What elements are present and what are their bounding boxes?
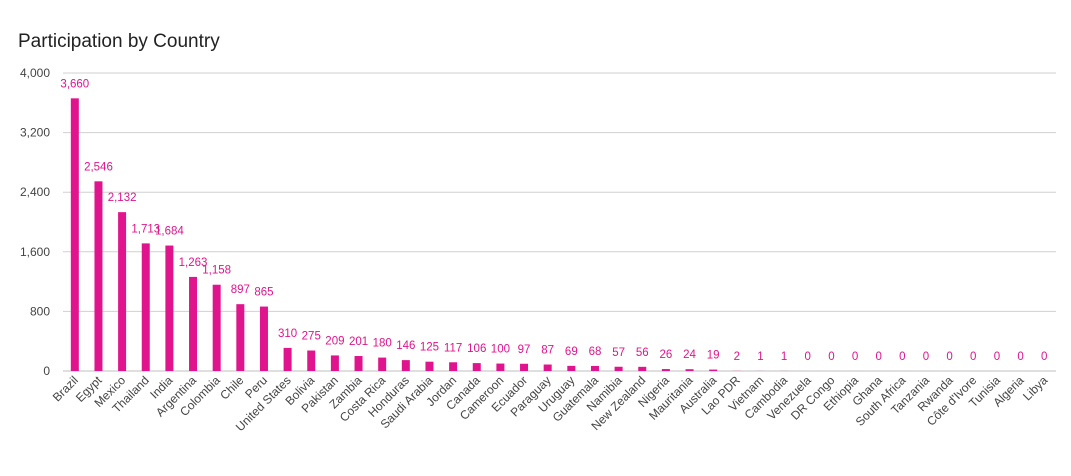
bar (212, 284, 221, 371)
data-label: 0 (946, 351, 952, 363)
data-label: 1,713 (131, 223, 160, 235)
data-label: 68 (589, 346, 602, 358)
bar (118, 212, 127, 371)
data-label: 865 (254, 287, 273, 299)
data-label: 0 (828, 351, 834, 363)
data-label: 0 (805, 351, 811, 363)
bar (189, 276, 198, 371)
y-tick-label: 800 (30, 304, 50, 318)
data-label: 1,684 (155, 226, 184, 238)
data-label: 0 (875, 351, 881, 363)
bar (425, 361, 434, 371)
bar (378, 357, 387, 371)
data-label: 146 (396, 340, 415, 352)
data-label: 180 (373, 338, 392, 350)
data-label: 897 (231, 284, 250, 296)
data-label: 97 (518, 344, 531, 356)
data-label: 117 (444, 342, 462, 354)
data-label: 1,158 (202, 265, 231, 277)
data-label: 1,263 (179, 257, 208, 269)
data-label: 0 (899, 351, 905, 363)
bar (94, 181, 103, 371)
data-label: 24 (683, 349, 696, 361)
data-label: 56 (636, 347, 649, 359)
bar (590, 365, 599, 371)
data-label: 0 (1017, 351, 1023, 363)
y-tick-label: 3,200 (20, 126, 50, 140)
x-tick-label: Libya (1020, 373, 1050, 403)
data-label: 0 (994, 351, 1000, 363)
data-label: 2,132 (108, 192, 137, 204)
data-label: 3,660 (60, 78, 89, 90)
chart-title: Participation by Country (18, 31, 220, 52)
bar (685, 369, 694, 371)
data-label: 26 (659, 349, 672, 361)
x-tick-label: Brazil (50, 373, 81, 404)
bar (449, 362, 458, 371)
data-label: 201 (349, 336, 368, 348)
data-label: 57 (612, 347, 625, 359)
data-label: 69 (565, 346, 578, 358)
bar (236, 304, 245, 371)
bar (141, 243, 150, 371)
data-label: 1 (781, 351, 787, 363)
data-label: 209 (325, 335, 344, 347)
data-label: 275 (302, 331, 321, 343)
y-tick-label: 2,400 (20, 185, 50, 199)
data-label: 0 (1041, 351, 1047, 363)
bar (330, 355, 339, 371)
data-label: 125 (420, 342, 439, 354)
data-label: 0 (852, 351, 858, 363)
bar (661, 369, 670, 371)
y-tick-label: 1,600 (20, 245, 50, 259)
bar (543, 364, 552, 371)
bar (70, 98, 79, 371)
bar (354, 356, 363, 371)
bar (709, 369, 718, 371)
data-label: 1 (757, 351, 763, 363)
data-label: 2,546 (84, 161, 113, 173)
y-tick-label: 4,000 (20, 66, 50, 80)
data-label: 106 (467, 343, 486, 355)
bar (259, 306, 268, 371)
bar (283, 347, 292, 371)
bar (472, 363, 481, 371)
bar (307, 350, 316, 371)
x-tick-label: Chile (217, 373, 246, 402)
bar (638, 366, 647, 371)
data-label: 100 (491, 344, 510, 356)
data-label: 2 (734, 351, 740, 363)
data-label: 0 (923, 351, 929, 363)
data-label: 310 (278, 328, 297, 340)
y-tick-label: 0 (43, 364, 50, 378)
bar (614, 366, 623, 371)
data-label: 0 (970, 351, 976, 363)
bar (567, 365, 576, 371)
bar (520, 363, 529, 371)
data-label: 87 (541, 345, 554, 357)
data-label: 19 (707, 350, 720, 362)
bar (401, 360, 410, 371)
bar (165, 245, 174, 371)
bar (496, 363, 505, 371)
